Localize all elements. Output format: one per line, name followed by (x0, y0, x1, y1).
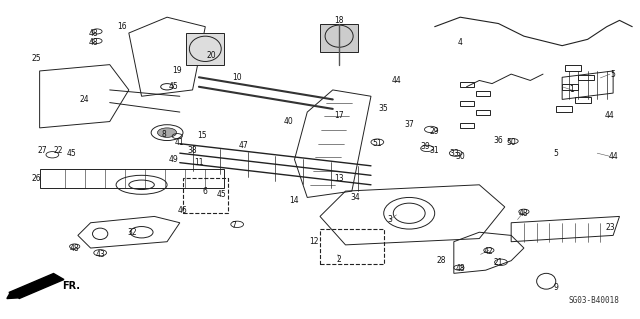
Text: 36: 36 (493, 136, 503, 145)
Text: 44: 44 (608, 152, 618, 161)
Text: 2: 2 (337, 255, 342, 263)
FancyBboxPatch shape (320, 24, 358, 52)
Text: 5: 5 (554, 149, 558, 158)
Text: 26: 26 (31, 174, 41, 183)
Text: 28: 28 (436, 256, 446, 265)
Text: 7: 7 (232, 221, 236, 230)
Text: 40: 40 (284, 117, 293, 126)
Text: 1: 1 (570, 85, 574, 94)
Text: 48: 48 (70, 243, 79, 253)
Text: 50: 50 (506, 137, 516, 147)
Text: 5: 5 (611, 70, 616, 78)
Text: 45: 45 (216, 190, 226, 199)
Text: 15: 15 (197, 131, 207, 140)
Text: 39: 39 (420, 142, 430, 151)
Text: 44: 44 (605, 111, 615, 120)
Text: 10: 10 (232, 73, 242, 82)
Text: 34: 34 (350, 193, 360, 202)
Text: 35: 35 (379, 104, 388, 113)
Text: 20: 20 (207, 51, 216, 60)
FancyBboxPatch shape (186, 33, 225, 65)
Text: 3: 3 (388, 215, 392, 224)
Text: 21: 21 (493, 258, 503, 267)
Text: 45: 45 (168, 82, 179, 91)
Text: 37: 37 (404, 120, 414, 129)
Text: 16: 16 (118, 22, 127, 31)
Text: 47: 47 (239, 141, 248, 150)
Text: 25: 25 (31, 54, 41, 63)
Text: 48: 48 (519, 209, 529, 218)
Text: 48: 48 (456, 264, 465, 273)
Text: 49: 49 (168, 155, 179, 164)
Text: 41: 41 (175, 137, 184, 147)
Text: 46: 46 (178, 206, 188, 215)
FancyArrow shape (7, 273, 64, 299)
Text: 8: 8 (161, 130, 166, 139)
Text: 22: 22 (54, 145, 63, 154)
Text: 14: 14 (290, 196, 300, 205)
Text: 23: 23 (605, 223, 615, 232)
Text: 24: 24 (79, 95, 89, 104)
Text: 27: 27 (38, 145, 47, 154)
Text: 32: 32 (127, 228, 137, 237)
Text: SG03-B40018: SG03-B40018 (568, 296, 620, 305)
Text: 42: 42 (484, 247, 493, 256)
Text: FR.: FR. (62, 281, 80, 291)
Text: 17: 17 (334, 111, 344, 120)
Text: 19: 19 (172, 66, 181, 76)
Text: 48: 48 (89, 28, 99, 38)
Ellipse shape (157, 128, 177, 137)
Text: 31: 31 (430, 145, 440, 154)
Text: 51: 51 (372, 139, 382, 148)
Text: 13: 13 (334, 174, 344, 183)
Text: 48: 48 (89, 38, 99, 47)
Text: 45: 45 (67, 149, 76, 158)
Text: 6: 6 (203, 187, 208, 196)
Text: 33: 33 (449, 149, 459, 158)
Text: 43: 43 (95, 250, 105, 259)
Text: 29: 29 (430, 127, 440, 136)
Text: 4: 4 (458, 38, 463, 47)
Text: 38: 38 (188, 145, 197, 154)
Text: 30: 30 (455, 152, 465, 161)
Text: 9: 9 (554, 283, 558, 292)
Text: 18: 18 (334, 16, 344, 25)
Text: 12: 12 (309, 237, 318, 246)
Text: 11: 11 (194, 158, 204, 167)
Text: 44: 44 (392, 76, 401, 85)
